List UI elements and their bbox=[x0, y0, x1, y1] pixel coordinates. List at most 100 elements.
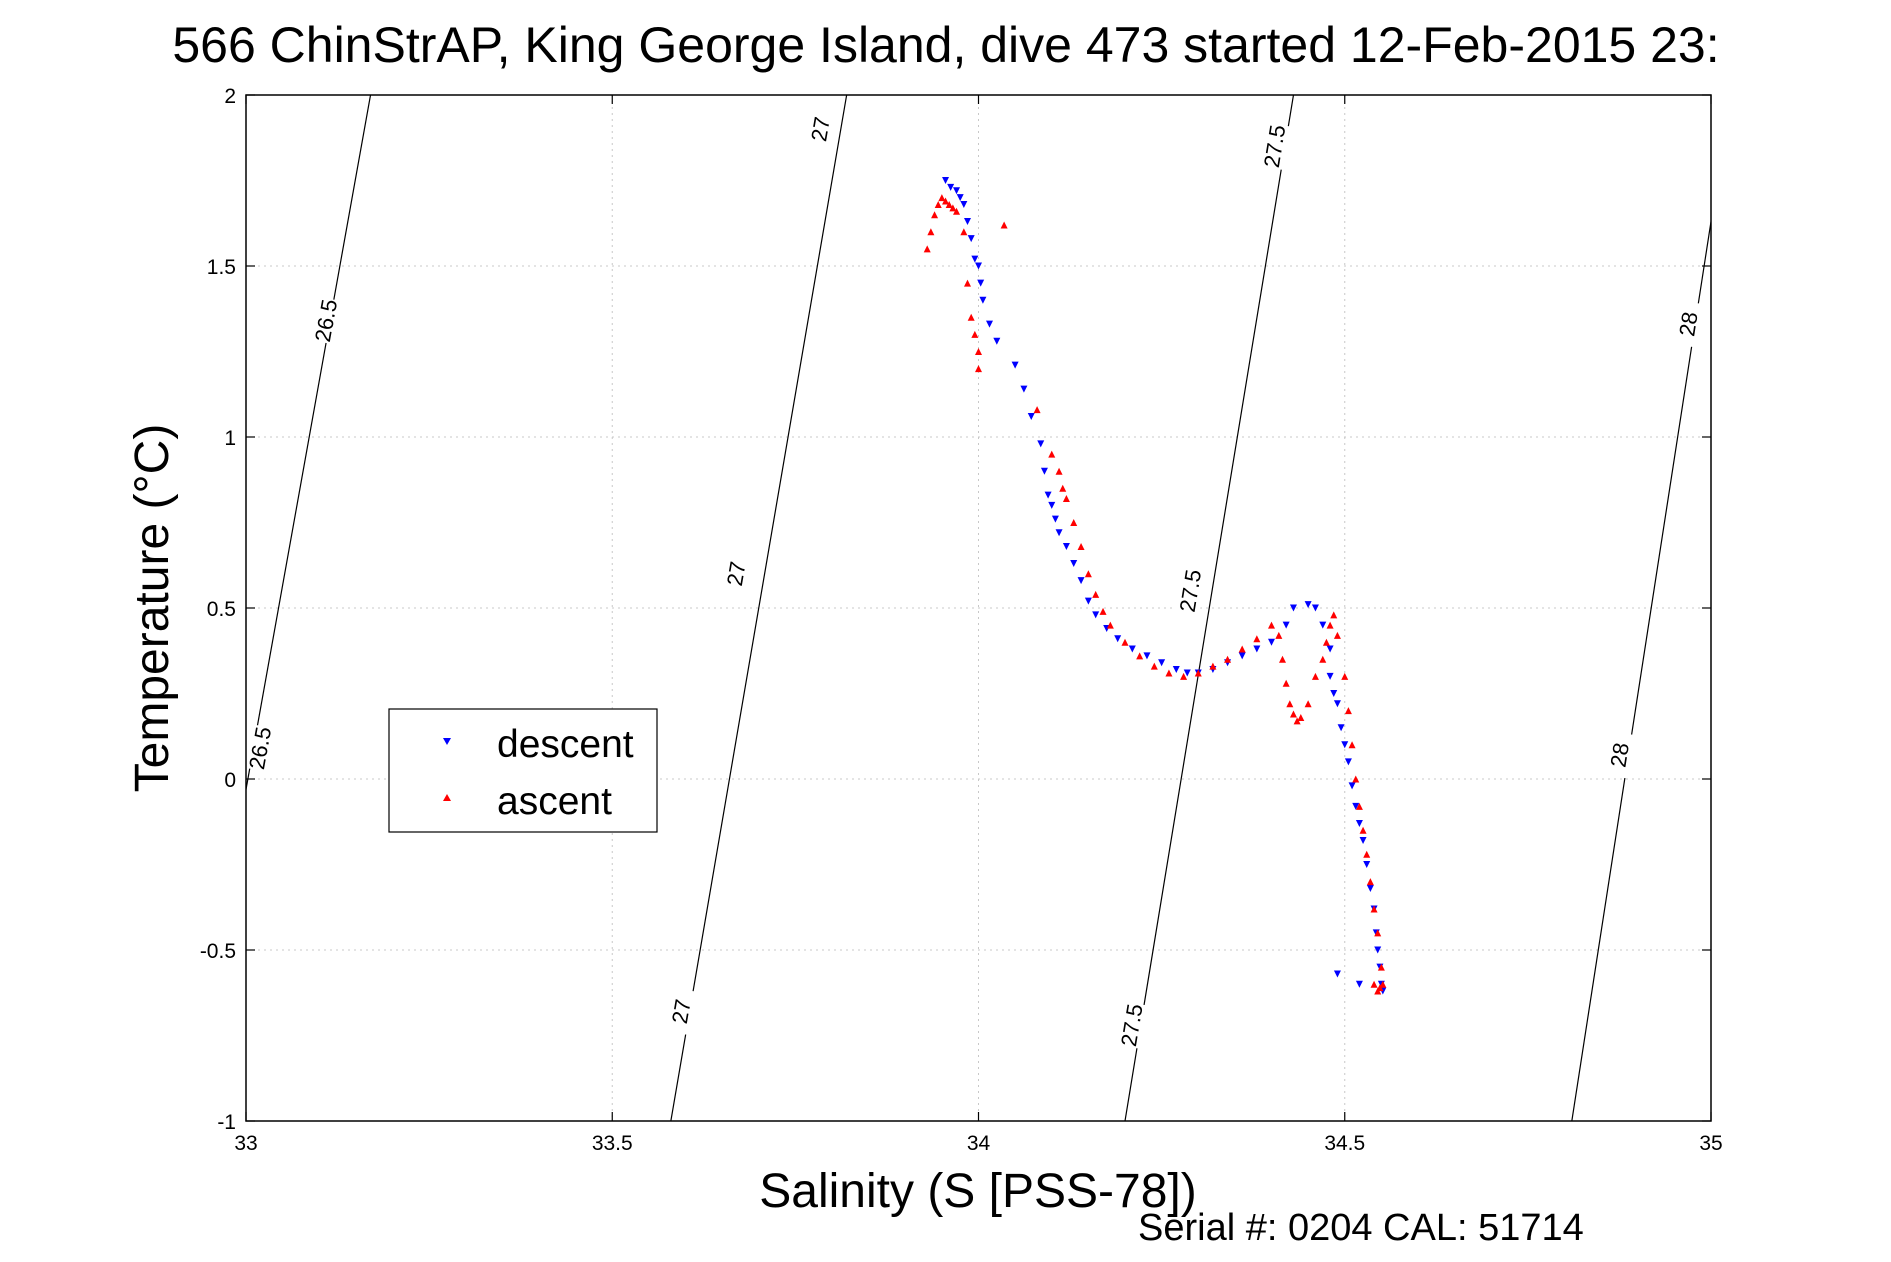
point-ascent bbox=[1344, 707, 1352, 715]
point-ascent bbox=[1379, 980, 1387, 988]
x-axis-ticks: 33 33.5 34 34.5 35 bbox=[234, 95, 1723, 1155]
contour-label-bg bbox=[1673, 300, 1705, 348]
point-ascent bbox=[1374, 987, 1382, 995]
legend-label-ascent: ascent bbox=[497, 780, 612, 823]
point-ascent bbox=[1319, 655, 1327, 663]
point-descent bbox=[1311, 604, 1319, 612]
point-ascent bbox=[1333, 631, 1341, 639]
contour-label: 27 bbox=[667, 997, 696, 1025]
y-tick-label: -0.5 bbox=[200, 940, 236, 963]
point-descent bbox=[1092, 611, 1100, 619]
point-ascent bbox=[1084, 570, 1092, 578]
point-ascent bbox=[1370, 980, 1378, 988]
point-ascent bbox=[938, 194, 946, 202]
point-ascent bbox=[1253, 635, 1261, 643]
y-tick-label: 0.5 bbox=[207, 598, 236, 621]
point-ascent bbox=[1121, 638, 1129, 646]
x-tick-label: 34 bbox=[967, 1132, 991, 1155]
point-ascent bbox=[1297, 713, 1305, 721]
point-descent bbox=[975, 262, 982, 270]
point-descent bbox=[1319, 621, 1327, 629]
contour-label-bg bbox=[246, 724, 277, 772]
point-descent bbox=[1330, 690, 1338, 697]
point-ascent bbox=[1224, 655, 1232, 663]
point-ascent bbox=[1322, 638, 1330, 646]
point-ascent bbox=[1326, 621, 1334, 629]
point-descent bbox=[1326, 645, 1334, 653]
point-descent bbox=[1304, 601, 1312, 609]
point-ascent bbox=[1330, 611, 1338, 619]
point-ascent bbox=[975, 348, 982, 355]
point-descent bbox=[979, 296, 987, 304]
point-ascent bbox=[1363, 850, 1371, 858]
point-descent bbox=[1326, 672, 1334, 680]
x-tick-label: 33 bbox=[234, 1132, 257, 1155]
point-ascent bbox=[1165, 669, 1173, 677]
point-descent bbox=[1366, 884, 1374, 892]
point-ascent bbox=[971, 330, 979, 338]
point-ascent bbox=[945, 200, 953, 208]
point-descent bbox=[1183, 669, 1191, 677]
point-descent bbox=[1238, 652, 1246, 660]
contour-label: 27 bbox=[722, 560, 751, 588]
point-ascent bbox=[1286, 700, 1294, 708]
point-descent bbox=[1282, 621, 1290, 629]
point-ascent bbox=[1352, 775, 1360, 783]
contour-label-bg bbox=[1175, 567, 1207, 615]
point-ascent bbox=[964, 279, 972, 287]
chart-title: 566 ChinStrAP, King George Island, dive … bbox=[172, 17, 1719, 73]
legend-label-descent: descent bbox=[497, 723, 634, 766]
point-descent bbox=[1128, 645, 1136, 653]
legend: descent ascent bbox=[388, 708, 658, 833]
point-descent bbox=[1352, 802, 1360, 810]
point-descent bbox=[1048, 501, 1056, 509]
point-ascent bbox=[1304, 700, 1312, 708]
point-ascent bbox=[1282, 679, 1290, 687]
point-descent bbox=[947, 183, 955, 191]
point-descent bbox=[967, 235, 975, 243]
point-descent bbox=[1374, 946, 1382, 954]
point-ascent bbox=[1099, 607, 1107, 615]
y-tick-label: -1 bbox=[217, 1111, 236, 1134]
x-axis-label: Salinity (S [PSS-78]) bbox=[759, 1165, 1196, 1218]
point-descent bbox=[1077, 577, 1085, 585]
x-tick-label: 34.5 bbox=[1324, 1132, 1365, 1155]
point-descent bbox=[964, 218, 972, 226]
point-ascent bbox=[953, 207, 961, 215]
point-descent bbox=[1143, 652, 1151, 660]
point-ascent bbox=[1150, 662, 1158, 670]
point-descent bbox=[953, 187, 961, 195]
point-descent bbox=[1341, 741, 1349, 749]
contour-label: 28 bbox=[1674, 310, 1702, 338]
point-ascent bbox=[1278, 655, 1286, 663]
point-descent bbox=[942, 177, 950, 184]
point-ascent bbox=[1136, 652, 1144, 660]
contour-label-bg bbox=[310, 296, 343, 345]
point-ascent bbox=[1106, 621, 1114, 629]
point-ascent bbox=[1293, 717, 1301, 725]
point-descent bbox=[1363, 861, 1371, 868]
contour-label-bg bbox=[1116, 1001, 1148, 1049]
contour-label-bg bbox=[1604, 731, 1636, 779]
point-ascent bbox=[1062, 495, 1070, 503]
point-ascent bbox=[927, 228, 935, 236]
point-ascent bbox=[1092, 590, 1100, 598]
point-ascent bbox=[1374, 929, 1382, 937]
point-ascent bbox=[934, 200, 942, 208]
point-ascent bbox=[1355, 802, 1363, 810]
point-ascent bbox=[1077, 542, 1085, 550]
legend-marker-descent bbox=[443, 738, 451, 745]
point-descent bbox=[1114, 635, 1122, 643]
point-descent bbox=[956, 194, 964, 202]
point-descent bbox=[960, 200, 968, 208]
point-descent bbox=[1337, 724, 1345, 732]
point-ascent bbox=[1377, 963, 1385, 971]
point-descent bbox=[1289, 604, 1297, 612]
contour-label-bg bbox=[721, 550, 753, 598]
point-ascent bbox=[1359, 826, 1367, 834]
contour-label-bg bbox=[666, 987, 698, 1036]
legend-box bbox=[388, 708, 658, 833]
point-descent bbox=[1333, 700, 1341, 708]
point-ascent bbox=[1275, 631, 1283, 639]
